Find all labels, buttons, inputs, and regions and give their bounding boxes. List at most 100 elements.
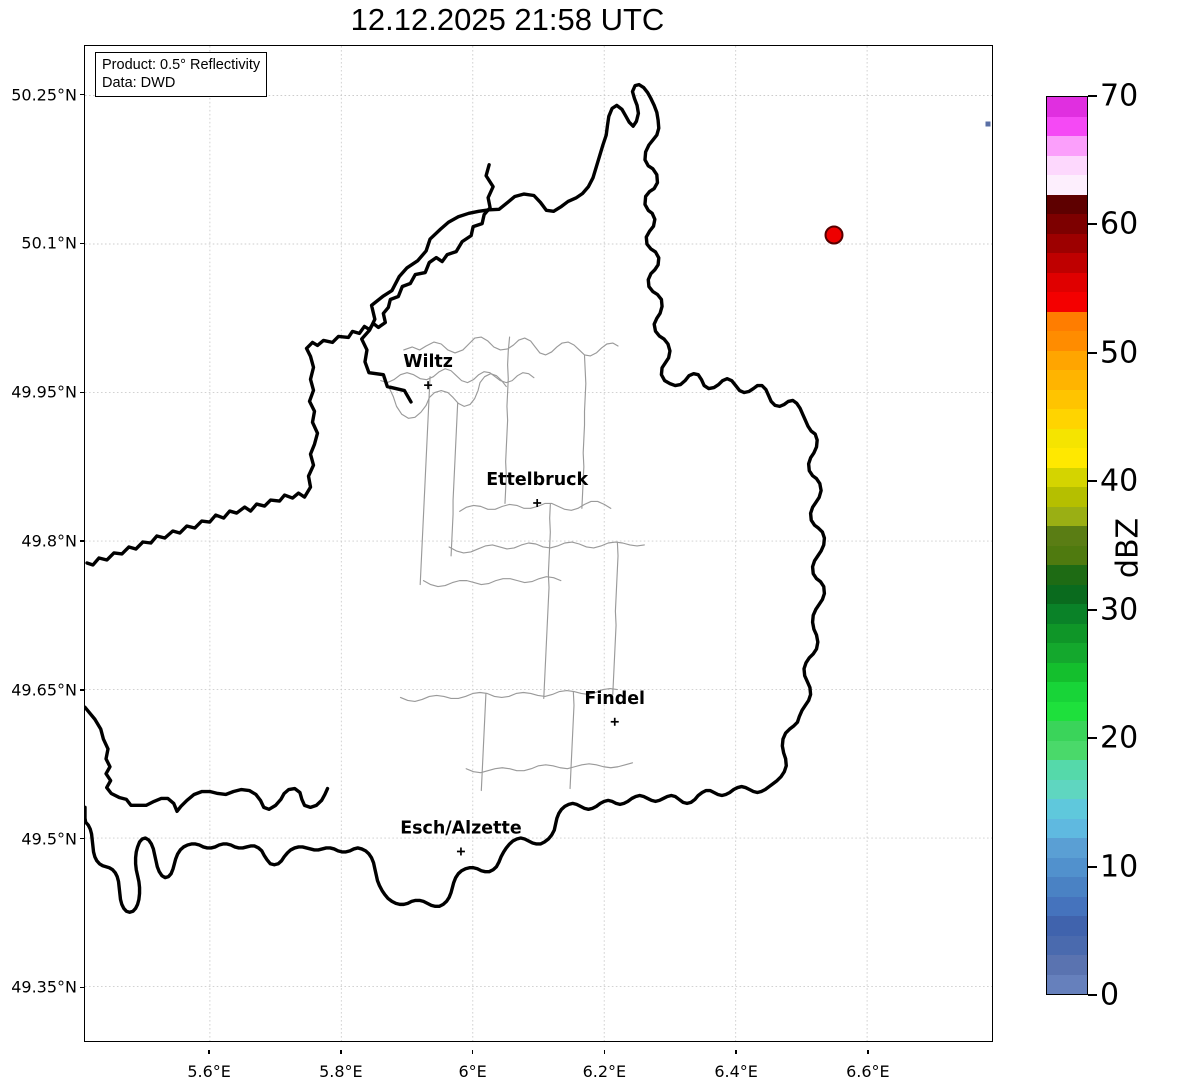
- lat-tick-mark: [80, 93, 84, 96]
- city-label-wiltz: Wiltz: [403, 352, 453, 372]
- colorbar-tick-mark: [1088, 737, 1097, 740]
- lon-tick-mark: [208, 1050, 210, 1054]
- colorbar-tick-mark: [1088, 223, 1097, 226]
- lon-tick-label: 5.6°E: [187, 1062, 231, 1081]
- grid-lines: [85, 46, 992, 1041]
- colorbar-tick-mark: [1088, 351, 1097, 354]
- colorbar-band: [1047, 214, 1087, 234]
- lat-tick-label: 49.8°N: [21, 531, 77, 551]
- latitude-axis: 50.25°N 50.1°N 49.95°N 49.8°N 49.65°N 49.5°N 4…: [0, 0, 84, 1081]
- colorbar-tick-label: 0: [1100, 977, 1120, 1013]
- canton-boundary-15: [419, 376, 431, 586]
- lon-tick-label: 6.6°E: [846, 1062, 890, 1081]
- belgium-france-border-west: [85, 705, 330, 814]
- colorbar-tick-label: 20: [1100, 720, 1139, 756]
- colorbar-band: [1047, 175, 1087, 195]
- lat-tick-mark: [80, 986, 84, 989]
- map-canvas: Wiltz Ettelbruck Findel Esch/Alzette: [85, 46, 992, 1041]
- colorbar-band: [1047, 896, 1087, 916]
- canton-boundary-9: [581, 355, 587, 509]
- colorbar-band: [1047, 818, 1087, 838]
- map-plot-area[interactable]: Wiltz Ettelbruck Findel Esch/Alzette: [84, 45, 993, 1042]
- colorbar-band: [1047, 233, 1087, 253]
- lat-tick-label: 49.5°N: [21, 829, 77, 849]
- colorbar-band: [1047, 253, 1087, 273]
- national-border-layer: [85, 163, 495, 567]
- colorbar-band: [1047, 350, 1087, 370]
- canton-boundary-1: [380, 368, 535, 384]
- city-marker-wiltz: [424, 381, 433, 390]
- lat-tick-label: 50.1°N: [21, 233, 77, 253]
- colorbar-tick-label: 50: [1100, 335, 1139, 371]
- city-layer: Wiltz Ettelbruck Findel Esch/Alzette: [400, 352, 645, 856]
- lon-tick-label: 6.2°E: [582, 1062, 627, 1081]
- lat-tick-label: 49.65°N: [11, 680, 77, 700]
- lat-tick-mark: [80, 837, 84, 840]
- colorbar-band: [1047, 604, 1087, 624]
- colorbar-band: [1047, 448, 1087, 468]
- colorbar-tick-mark: [1088, 865, 1097, 868]
- city-marker-ettelbruck: [533, 498, 542, 507]
- colorbar-band: [1047, 877, 1087, 897]
- colorbar-band: [1047, 311, 1087, 331]
- colorbar-band: [1047, 272, 1087, 292]
- colorbar-band: [1047, 487, 1087, 507]
- colorbar-band: [1047, 857, 1087, 877]
- lon-tick-mark: [603, 1050, 606, 1054]
- luxembourg-national-border: [85, 163, 495, 567]
- lat-tick-mark: [80, 242, 84, 245]
- colorbar-band: [1047, 701, 1087, 721]
- colorbar-band: [1047, 662, 1087, 682]
- canton-boundary-14: [569, 690, 575, 790]
- canton-border-layer: [380, 336, 645, 792]
- colorbar-band: [1047, 97, 1087, 117]
- colorbar-band: [1047, 136, 1087, 156]
- info-product-line: Product: 0.5° Reflectivity: [102, 57, 261, 73]
- colorbar-band: [1047, 779, 1087, 799]
- info-data-line: Data: DWD: [102, 75, 176, 92]
- lon-tick-mark: [340, 1050, 342, 1054]
- lon-tick-label: 5.8°E: [319, 1062, 363, 1081]
- lat-tick-mark: [80, 540, 84, 542]
- lat-tick-mark: [80, 391, 84, 393]
- colorbar-band: [1047, 467, 1087, 487]
- colorbar-band: [1047, 799, 1087, 819]
- colorbar-band: [1047, 116, 1087, 136]
- colorbar-band: [1047, 292, 1087, 312]
- city-marker-findel: [610, 717, 619, 726]
- colorbar-band: [1047, 428, 1087, 448]
- colorbar-band: [1047, 584, 1087, 604]
- colorbar-band: [1047, 974, 1087, 994]
- colorbar-band: [1047, 409, 1087, 429]
- colorbar-band: [1047, 155, 1087, 175]
- colorbar-band: [1047, 643, 1087, 663]
- colorbar-ticks: 0 10 20 30 40 50 60 70: [1088, 0, 1184, 1081]
- canton-boundary-7: [465, 762, 634, 774]
- canton-boundary-2: [388, 373, 507, 419]
- colorbar-band: [1047, 526, 1087, 546]
- colorbar-band: [1047, 331, 1087, 351]
- radar-station-marker[interactable]: [824, 225, 844, 245]
- national-border-detailed: [85, 82, 827, 914]
- colorbar-band: [1047, 565, 1087, 585]
- product-info-box: Product: 0.5° Reflectivity Data: DWD: [95, 52, 268, 98]
- city-label-esch-alzette: Esch/Alzette: [400, 819, 521, 839]
- city-label-findel: Findel: [584, 689, 645, 709]
- lon-tick-label: 6.4°E: [714, 1062, 758, 1081]
- colorbar-tick-mark: [1088, 480, 1097, 483]
- page-title: 12.12.2025 21:58 UTC: [350, 2, 665, 37]
- canton-boundary-8: [504, 336, 511, 504]
- canton-boundary-10: [450, 402, 459, 557]
- colorbar-tick-label: 70: [1100, 78, 1139, 114]
- canton-boundary-4: [448, 541, 645, 554]
- lat-tick-label: 49.95°N: [11, 382, 77, 402]
- colorbar-band: [1047, 740, 1087, 760]
- colorbar-band: [1047, 682, 1087, 702]
- lon-tick-mark: [471, 1050, 474, 1054]
- colorbar-band: [1047, 721, 1087, 741]
- colorbar-band: [1047, 623, 1087, 643]
- colorbar[interactable]: [1046, 96, 1088, 995]
- canton-boundary-11: [543, 503, 551, 700]
- colorbar-tick-label: 30: [1100, 592, 1139, 628]
- colorbar-band: [1047, 389, 1087, 409]
